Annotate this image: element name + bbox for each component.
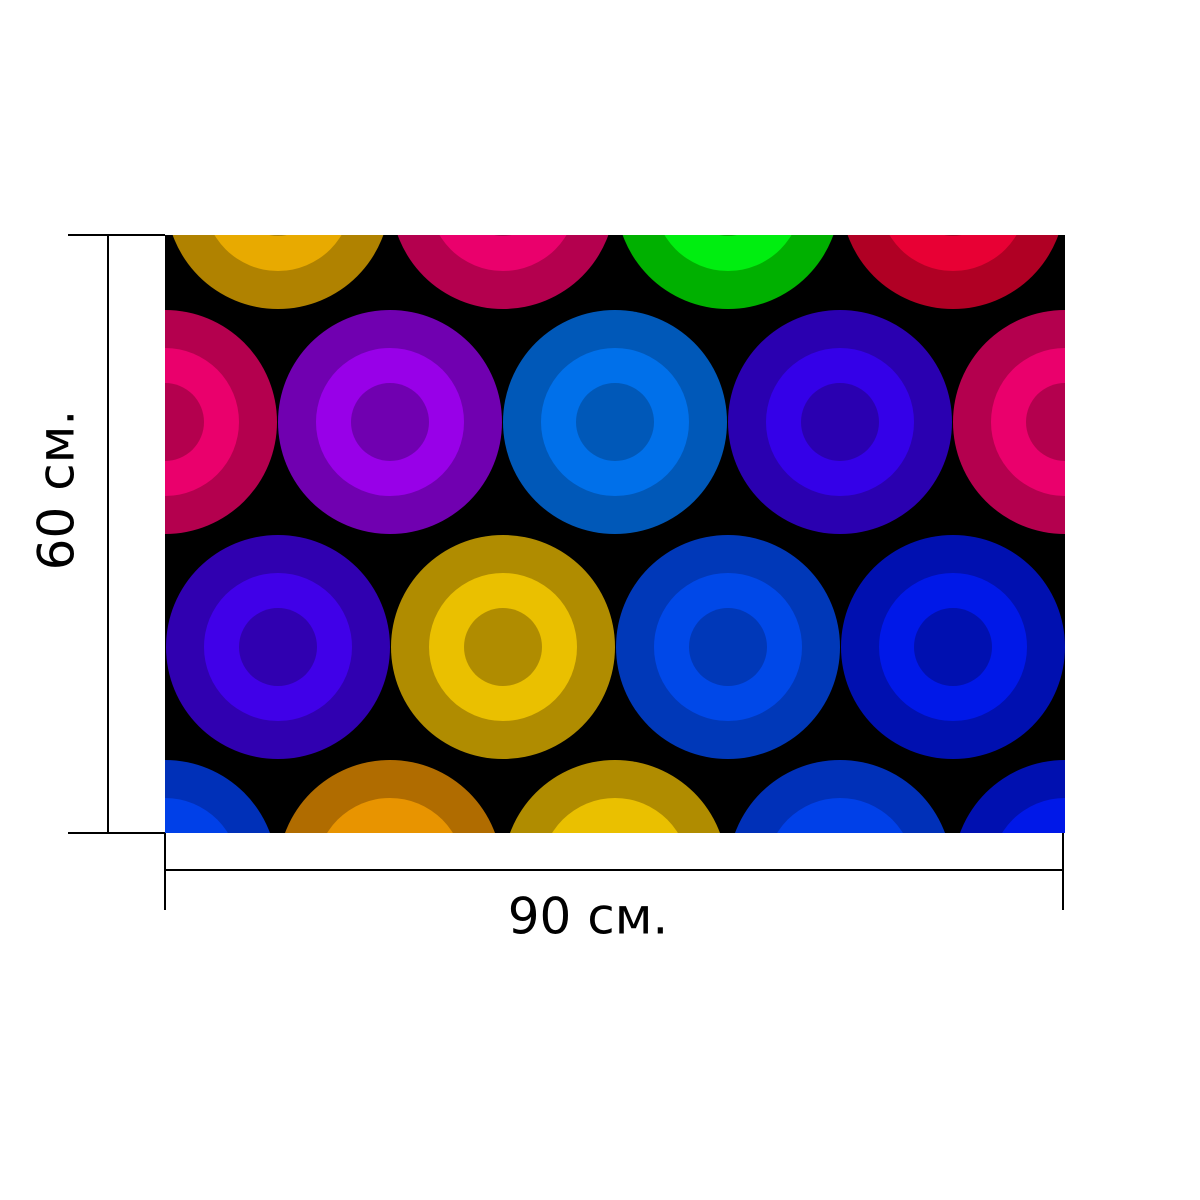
circle-ring (214, 235, 342, 271)
circle-ring (914, 608, 992, 686)
circle-ring (552, 798, 678, 833)
width-label: 90 см. (508, 888, 669, 946)
height-label: 60 см. (28, 410, 86, 571)
circle-ring (464, 608, 542, 686)
circle-ring (269, 235, 287, 236)
circle-ring (351, 833, 429, 911)
circle-ring (664, 235, 792, 271)
circle-ring (439, 235, 567, 271)
circle-ring (494, 235, 512, 236)
circle-ring (165, 798, 228, 833)
circle-ring (801, 833, 879, 911)
circle-ring (239, 608, 317, 686)
circle-ring (689, 608, 767, 686)
circle-ring (165, 383, 204, 461)
circle-ring (1026, 833, 1104, 911)
circle-ring (576, 383, 654, 461)
circle-ring (944, 235, 962, 236)
circle-ring (1026, 383, 1065, 461)
circle-ring (889, 235, 1017, 271)
circle-ring (735, 760, 945, 833)
circle-ring (510, 760, 720, 833)
circle-ring (351, 383, 429, 461)
circle-ring (172, 235, 384, 309)
circle-ring (1002, 798, 1065, 833)
circle-pattern (165, 235, 1104, 911)
circle-ring (622, 235, 834, 309)
circle-ring (847, 235, 1059, 309)
circle-ring (285, 760, 495, 833)
circle-ring (397, 235, 609, 309)
circle-ring (801, 383, 879, 461)
circle-ring (777, 798, 903, 833)
circle-ring (719, 235, 737, 236)
circle-ring (960, 760, 1065, 833)
circle-ring (327, 798, 453, 833)
